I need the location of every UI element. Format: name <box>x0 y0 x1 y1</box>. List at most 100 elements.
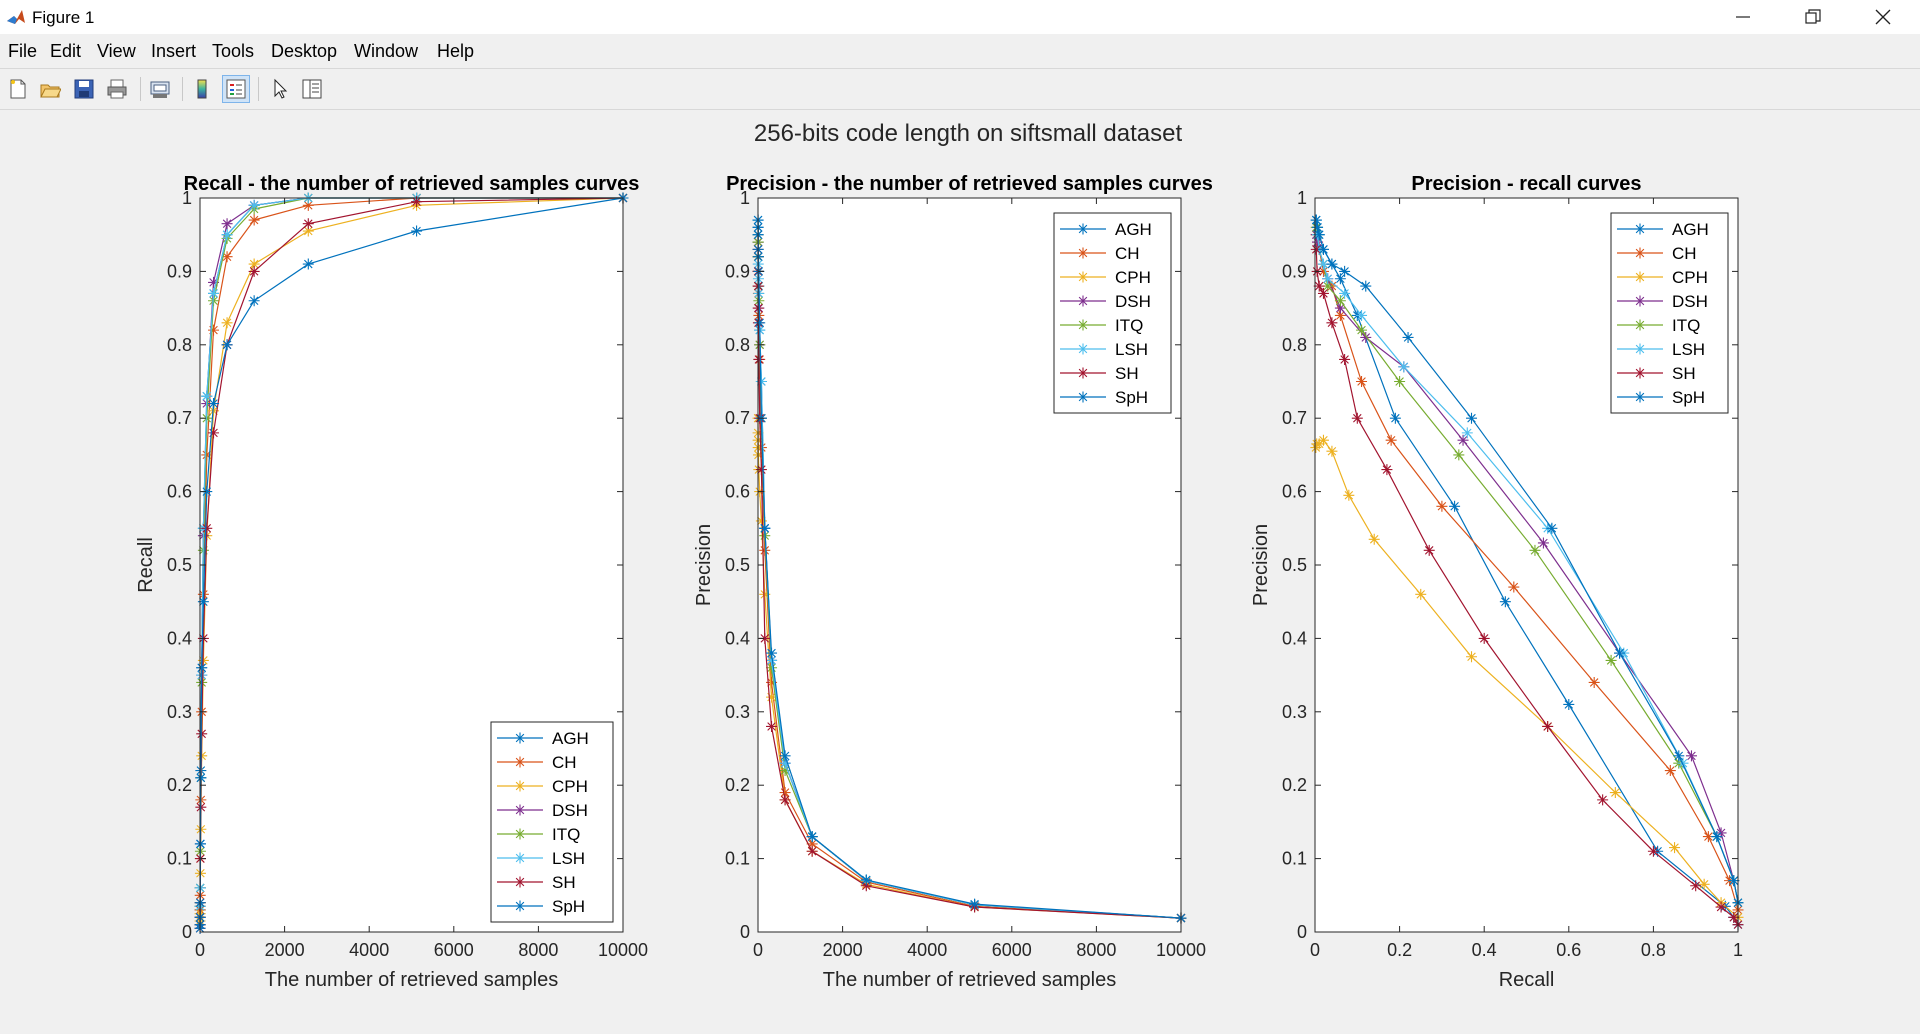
data-point <box>1436 500 1448 512</box>
data-point <box>1647 845 1659 857</box>
y-tick-label: 0.6 <box>167 482 192 502</box>
menu-window[interactable]: Window <box>354 41 419 61</box>
y-tick-label: 0.5 <box>167 555 192 575</box>
y-tick-label: 0.2 <box>1282 775 1307 795</box>
x-tick-label: 2000 <box>823 940 863 960</box>
data-point <box>302 225 314 237</box>
series-cph <box>1310 434 1744 923</box>
legend-label-ch: CH <box>1672 244 1697 263</box>
data-point <box>1381 464 1393 476</box>
minimize-button[interactable] <box>1708 0 1778 34</box>
legend-marker <box>1634 247 1646 259</box>
data-point <box>1466 412 1478 424</box>
data-point <box>1597 794 1609 806</box>
menu-insert[interactable]: Insert <box>151 41 197 61</box>
data-point <box>302 218 314 230</box>
legend-marker <box>1077 367 1089 379</box>
menu-edit[interactable]: Edit <box>50 41 82 61</box>
property-editor-button[interactable] <box>298 75 326 103</box>
window-title: Figure 1 <box>32 8 95 27</box>
x-tick-label: 0.2 <box>1387 940 1412 960</box>
legend-marker <box>1077 271 1089 283</box>
data-point <box>1339 353 1351 365</box>
data-point <box>755 376 767 387</box>
print-preview-button[interactable] <box>146 75 174 103</box>
legend-marker <box>1077 295 1089 307</box>
menu-view[interactable]: View <box>97 41 136 61</box>
data-point <box>754 317 766 329</box>
axes-precision-vs-samples[interactable]: 0 2000 4000 6000 8000 10000 0 0.1 0.2 0.3 0.4 0.5 0.… <box>693 173 1213 991</box>
data-point <box>1360 280 1372 292</box>
data-point <box>1461 427 1473 439</box>
y-tick-label: 0 <box>740 922 750 942</box>
edit-plot-icon <box>274 78 288 99</box>
data-point <box>1529 544 1541 556</box>
insert-colorbar-button[interactable] <box>188 75 216 103</box>
data-point <box>1702 831 1714 843</box>
x-tick-label: 0 <box>195 940 205 960</box>
print-button[interactable] <box>103 75 131 103</box>
data-point <box>1605 654 1617 666</box>
y-tick-label: 0.8 <box>725 335 750 355</box>
data-point <box>1317 265 1329 277</box>
legend-marker <box>1077 391 1089 403</box>
legend-label-sh: SH <box>1672 364 1696 383</box>
menu-tools[interactable]: Tools <box>212 41 255 61</box>
axes-precision-recall[interactable]: 0 0.2 0.4 0.6 0.8 1 0 0.1 0.2 0.3 0.4 0.5 0.6 0.7 0.8 0… <box>1250 173 1744 991</box>
edit-plot-button[interactable] <box>266 75 294 103</box>
data-point <box>779 757 791 769</box>
data-point <box>197 596 209 608</box>
data-point <box>1317 434 1329 446</box>
legend-marker <box>514 828 526 840</box>
legend-marker <box>1634 343 1646 355</box>
restore-button[interactable] <box>1778 0 1848 34</box>
legend-label-agh: AGH <box>1672 220 1709 239</box>
new-figure-button[interactable] <box>4 75 32 103</box>
y-tick-label: 0.4 <box>167 628 192 648</box>
menu-help[interactable]: Help <box>437 41 475 61</box>
data-point <box>1677 757 1689 769</box>
menu-desktop[interactable]: Desktop <box>271 41 338 61</box>
y-axis-label: Precision <box>1250 524 1272 606</box>
y-tick-label: 0.1 <box>725 849 750 869</box>
print-icon <box>107 79 127 99</box>
data-point <box>755 515 767 527</box>
toolbar-separator <box>258 77 259 101</box>
data-point <box>779 765 791 777</box>
insert-legend-button[interactable] <box>222 75 250 103</box>
x-tick-label: 0.4 <box>1472 940 1497 960</box>
data-point <box>759 522 771 534</box>
close-button[interactable] <box>1848 0 1918 34</box>
data-point <box>1356 324 1368 336</box>
y-tick-label: 0.8 <box>167 335 192 355</box>
close-icon <box>1875 9 1891 25</box>
data-point <box>1326 317 1338 329</box>
data-point <box>1351 412 1363 424</box>
data-point <box>1334 295 1346 307</box>
data-point <box>1389 412 1401 424</box>
y-tick-label: 0.7 <box>725 408 750 428</box>
toolbar-separator <box>182 77 183 101</box>
y-tick-label: 0.3 <box>1282 702 1307 722</box>
data-point <box>766 647 778 659</box>
data-point <box>1339 265 1351 277</box>
data-point <box>1673 750 1685 762</box>
menu-bar: File Edit View Insert Tools Desktop Wind… <box>0 36 1920 96</box>
data-point <box>208 276 220 288</box>
legend-marker <box>514 804 526 816</box>
legend-marker <box>1634 271 1646 283</box>
y-axis-label: Precision <box>693 524 715 606</box>
save-button[interactable] <box>70 75 98 103</box>
legend-box <box>1610 212 1729 414</box>
menu-file[interactable]: File <box>8 41 38 61</box>
legend-label-itq: ITQ <box>1115 316 1143 335</box>
property-editor-icon <box>302 79 322 99</box>
data-point <box>806 838 818 850</box>
legend: AGH CH CPH DSH ITQ LSH SH SpH <box>1610 212 1729 414</box>
axes-recall-vs-samples[interactable]: 0 2000 4000 6000 8000 10000 0 0.1 0.2 0.3 0.4 0.5 0.… <box>135 173 648 991</box>
axes-title: Recall - the number of retrieved samples… <box>184 173 640 195</box>
legend-label-sph: SpH <box>1115 388 1148 407</box>
legend-label-sph: SpH <box>1672 388 1705 407</box>
open-file-button[interactable] <box>36 75 64 103</box>
legend-marker <box>1077 343 1089 355</box>
